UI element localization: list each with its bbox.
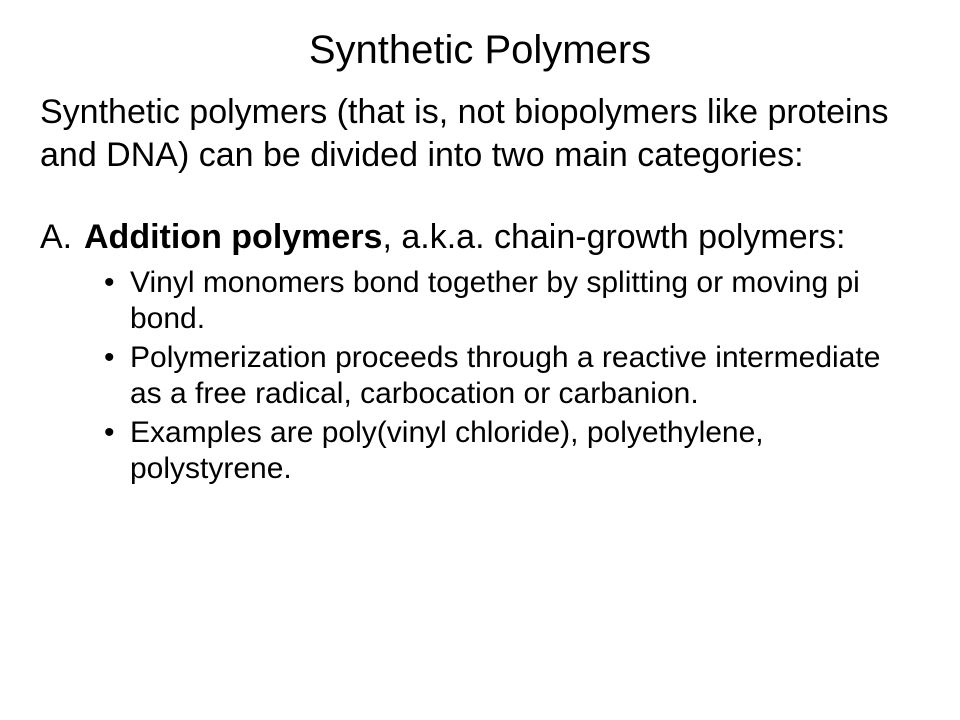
- category-a-label-rest: , a.k.a. chain-growth polymers:: [382, 218, 845, 256]
- slide-title: Synthetic Polymers: [40, 28, 920, 73]
- category-a-bullets: Vinyl monomers bond together by splittin…: [84, 265, 920, 489]
- list-item: Vinyl monomers bond together by splittin…: [130, 265, 920, 338]
- category-item-a: Addition polymers, a.k.a. chain-growth p…: [84, 216, 920, 488]
- category-list: Addition polymers, a.k.a. chain-growth p…: [40, 216, 920, 488]
- intro-paragraph: Synthetic polymers (that is, not biopoly…: [40, 91, 920, 176]
- category-a-label-bold: Addition polymers: [84, 218, 382, 256]
- slide: Synthetic Polymers Synthetic polymers (t…: [0, 0, 960, 720]
- list-item: Polymerization proceeds through a reacti…: [130, 340, 920, 413]
- list-item: Examples are poly(vinyl chloride), polye…: [130, 415, 920, 488]
